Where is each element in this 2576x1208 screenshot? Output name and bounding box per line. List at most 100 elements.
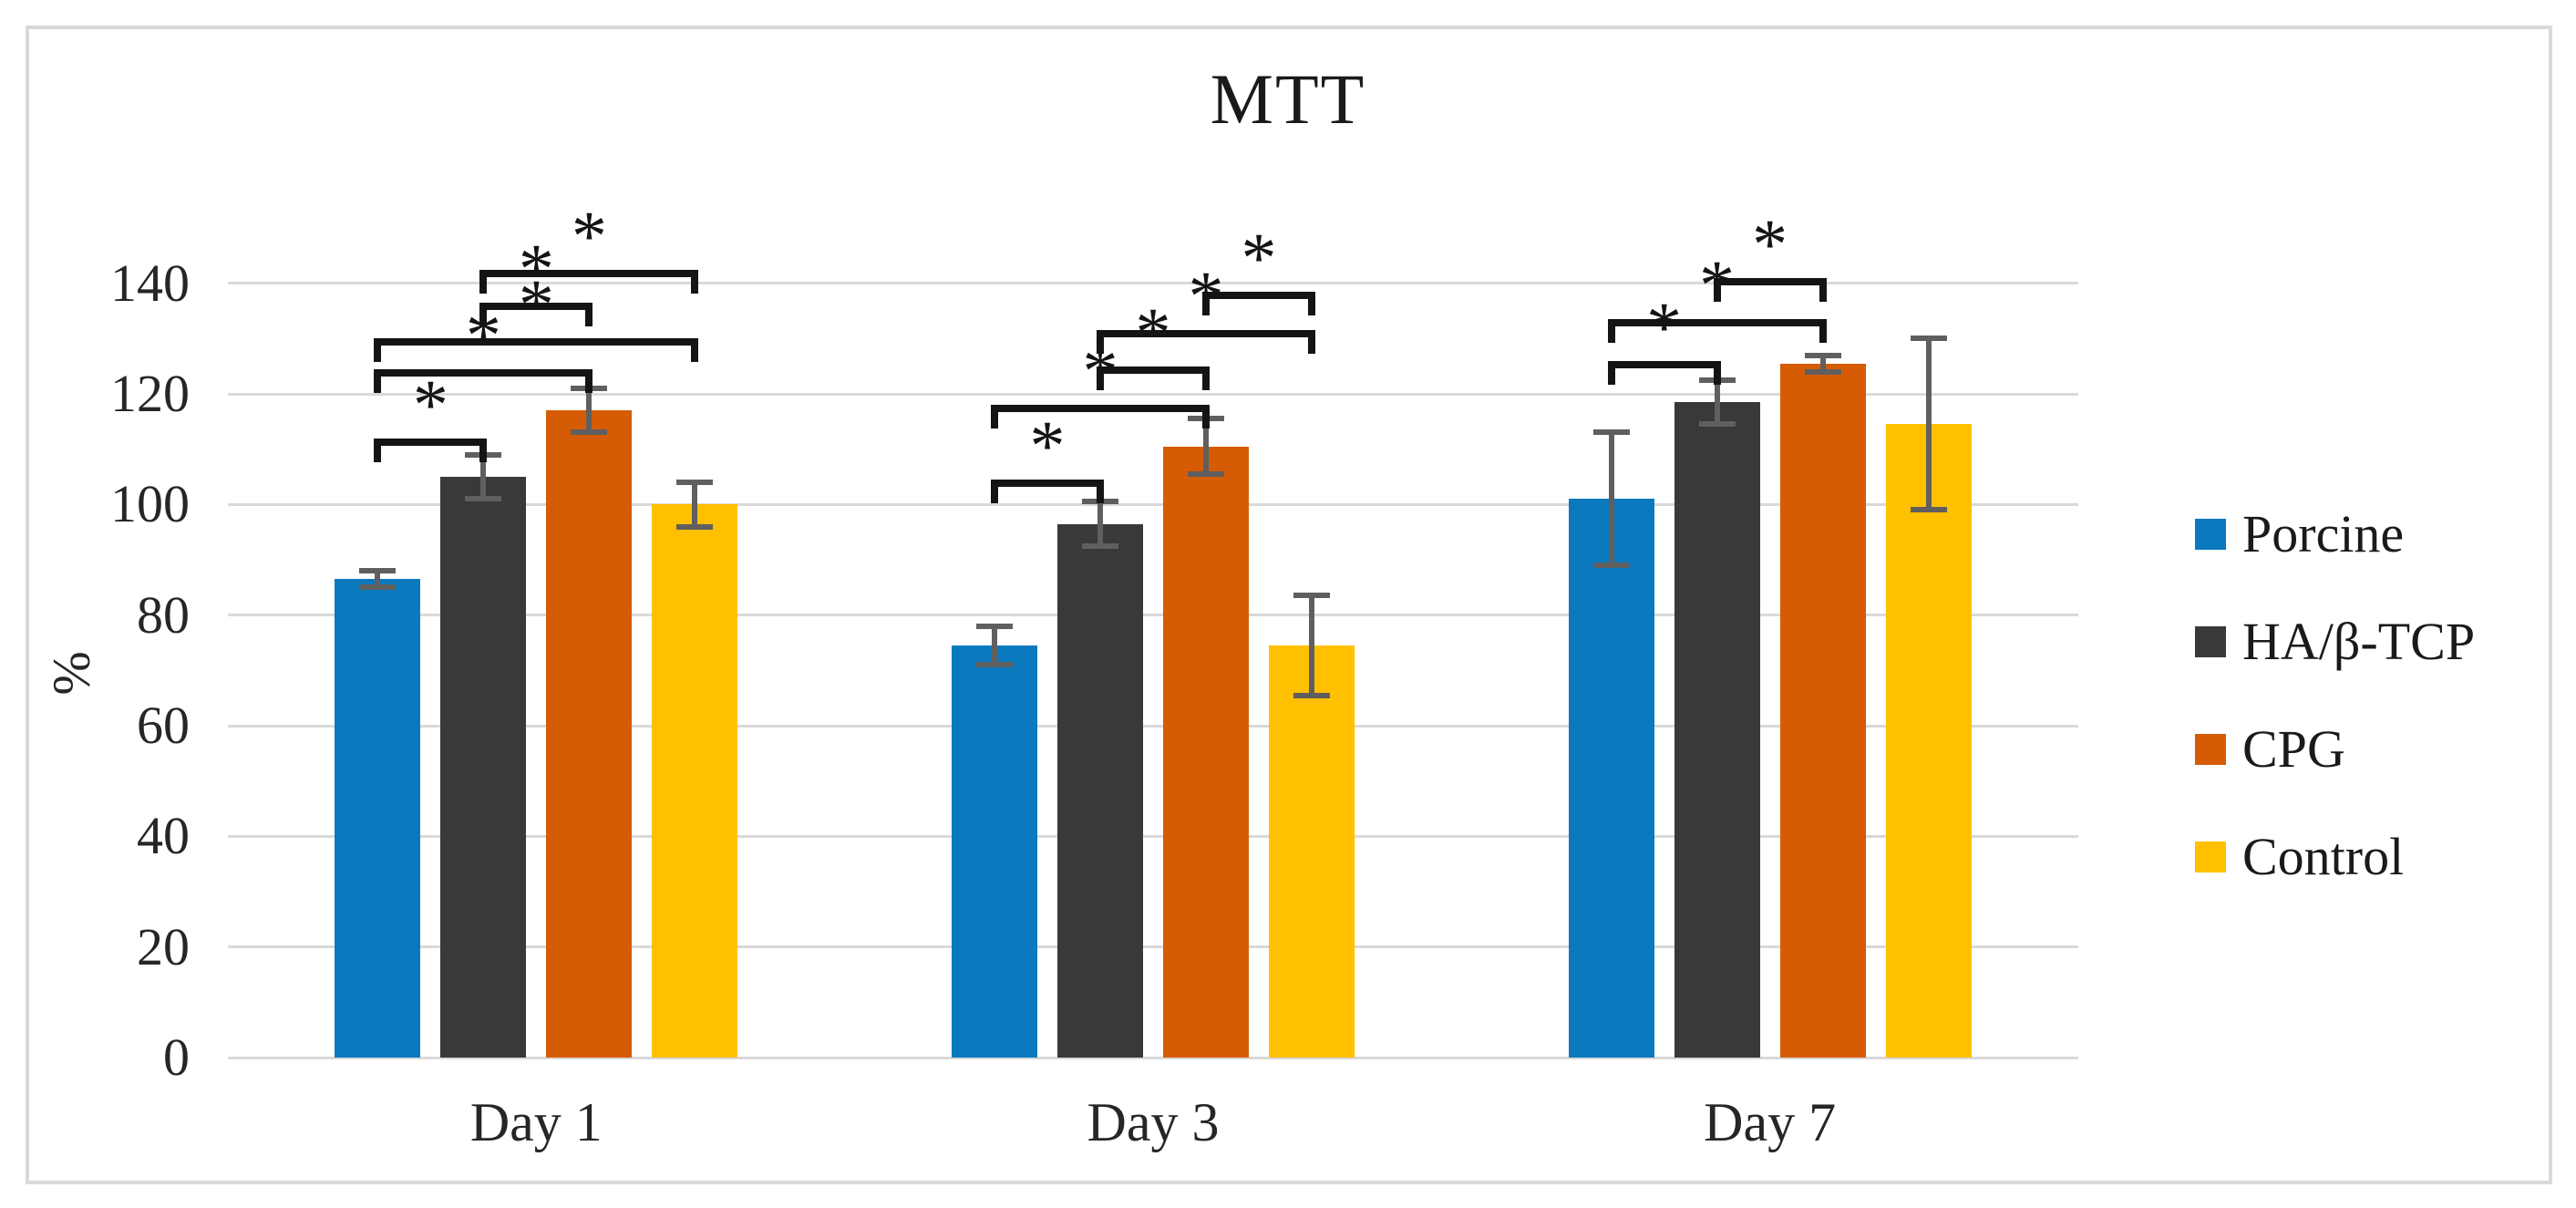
bracket-end-right <box>691 269 699 294</box>
bracket-end-left <box>1202 291 1210 315</box>
error-bar-cap-top <box>1910 336 1947 342</box>
significance-bracket-5 <box>991 480 1104 488</box>
bracket-end-right <box>691 338 699 363</box>
x-category-label-Day 3: Day 3 <box>1087 1092 1220 1152</box>
significance-bracket-6 <box>991 405 1210 413</box>
bar-CPG-Day 1 <box>546 410 633 1058</box>
gridline-20 <box>228 945 2078 949</box>
significance-bracket-9 <box>1202 291 1315 299</box>
bar-HA/β-TCP-Day 7 <box>1674 402 1760 1058</box>
bracket-end-right <box>1713 360 1721 385</box>
error-bar-cap-bottom <box>1188 470 1224 477</box>
error-bar-cap-bottom <box>676 523 714 530</box>
legend-item-CPG: CPG <box>2195 722 2475 777</box>
significance-bracket-4 <box>479 269 699 277</box>
bar-CPG-Day 3 <box>1163 446 1249 1058</box>
error-bar-cap-bottom <box>976 662 1013 668</box>
error-bar-CPG-Day 1 <box>586 387 592 433</box>
significance-asterisk: * <box>1029 406 1066 486</box>
significance-asterisk: * <box>571 195 607 275</box>
significance-bracket-3 <box>479 302 593 310</box>
bracket-end-left <box>479 302 488 326</box>
significance-asterisk: * <box>1241 217 1277 297</box>
y-tick-label-40: 40 <box>137 806 190 866</box>
legend-swatch-icon <box>2195 841 2226 872</box>
bracket-end-left <box>374 338 382 363</box>
bracket-end-right <box>1819 319 1827 344</box>
legend-item-HA/β-TCP: HA/β-TCP <box>2195 614 2475 669</box>
y-tick-label-100: 100 <box>110 474 190 534</box>
figure-border <box>26 26 2552 1184</box>
bracket-end-left <box>374 438 382 462</box>
error-bar-cap-bottom <box>359 584 397 591</box>
y-tick-label-120: 120 <box>110 364 190 423</box>
bracket-end-left <box>479 269 488 294</box>
bar-Control-Day 7 <box>1885 424 1972 1058</box>
bar-CPG-Day 7 <box>1779 363 1866 1058</box>
legend-swatch-icon <box>2195 734 2226 765</box>
significance-bracket-11 <box>1607 319 1827 327</box>
bracket-end-right <box>1819 277 1827 302</box>
bar-HA/β-TCP-Day 1 <box>440 477 527 1058</box>
gridline-100 <box>228 502 2078 506</box>
error-bar-cap-top <box>1804 352 1841 358</box>
significance-bracket-7 <box>1097 366 1210 374</box>
error-bar-Control-Day 3 <box>1309 595 1314 696</box>
bar-Control-Day 3 <box>1269 645 1355 1058</box>
legend: Porcine HA/β-TCP CPG Control <box>2195 507 2475 884</box>
bracket-end-left <box>374 368 382 393</box>
significance-asterisk: * <box>1752 203 1788 284</box>
bracket-end-right <box>585 368 593 393</box>
error-bar-cap-top <box>976 623 1013 629</box>
significance-bracket-12 <box>1713 277 1827 285</box>
y-tick-label-60: 60 <box>137 696 190 755</box>
gridline-40 <box>228 834 2078 838</box>
legend-label: Porcine <box>2242 504 2405 563</box>
error-bar-CPG-Day 7 <box>1819 355 1826 372</box>
y-tick-label-0: 0 <box>163 1027 190 1087</box>
significance-bracket-1 <box>374 368 593 377</box>
error-bar-cap-bottom <box>1698 421 1736 428</box>
error-bar-cap-top <box>1293 593 1330 599</box>
x-category-label-Day 7: Day 7 <box>1704 1092 1837 1152</box>
bracket-end-right <box>1097 480 1104 504</box>
gridline-80 <box>228 614 2078 617</box>
significance-bracket-0 <box>374 438 488 446</box>
x-category-label-Day 1: Day 1 <box>469 1092 603 1152</box>
error-bar-cap-bottom <box>1082 542 1118 549</box>
legend-label: Control <box>2242 827 2405 886</box>
error-bar-cap-bottom <box>1293 692 1330 698</box>
error-bar-cap-bottom <box>1592 563 1630 569</box>
bracket-end-left <box>1097 366 1104 390</box>
error-bar-HA/β-TCP-Day 7 <box>1714 379 1720 425</box>
bracket-end-left <box>1607 319 1615 344</box>
y-tick-label-140: 140 <box>110 253 190 313</box>
bracket-end-right <box>479 438 488 462</box>
error-bar-HA/β-TCP-Day 3 <box>1097 501 1103 546</box>
bracket-end-right <box>1202 405 1210 429</box>
bracket-end-right <box>1308 330 1315 355</box>
error-bar-Control-Day 7 <box>1925 338 1932 511</box>
significance-asterisk: * <box>518 228 554 308</box>
legend-swatch-icon <box>2195 519 2226 550</box>
error-bar-cap-top <box>1592 429 1630 436</box>
bracket-end-left <box>1713 277 1721 302</box>
legend-item-Porcine: Porcine <box>2195 507 2475 562</box>
significance-bracket-10 <box>1607 360 1721 368</box>
gridline-0 <box>228 1056 2078 1059</box>
bar-Porcine-Day 1 <box>335 579 421 1058</box>
chart-title: MTT <box>1210 59 1366 139</box>
y-tick-label-20: 20 <box>137 916 190 976</box>
significance-asterisk: * <box>412 364 448 444</box>
legend-swatch-icon <box>2195 626 2226 657</box>
bar-Control-Day 1 <box>652 504 738 1058</box>
bracket-end-right <box>1202 366 1210 390</box>
bracket-end-left <box>1607 360 1615 385</box>
gridline-140 <box>228 282 2078 285</box>
gridline-120 <box>228 392 2078 396</box>
error-bar-Porcine-Day 1 <box>375 571 381 588</box>
error-bar-cap-top <box>359 568 397 574</box>
legend-item-Control: Control <box>2195 830 2475 884</box>
significance-bracket-8 <box>1097 330 1315 338</box>
